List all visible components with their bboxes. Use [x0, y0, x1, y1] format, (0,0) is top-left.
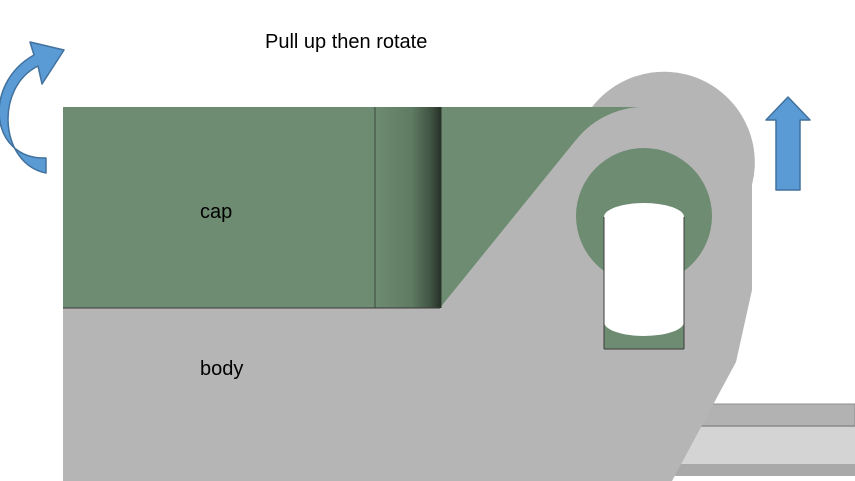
cap-label: cap: [200, 201, 232, 223]
cap-groove: [375, 107, 441, 308]
up-arrow-icon: [765, 96, 811, 191]
body-part: [63, 71, 755, 481]
pin-slot: [576, 148, 712, 350]
instruction-text: Pull up then rotate: [265, 31, 427, 53]
cap-part: [63, 107, 640, 308]
curved-rotate-arrow-icon: [0, 41, 65, 174]
body-label: body: [200, 358, 243, 380]
